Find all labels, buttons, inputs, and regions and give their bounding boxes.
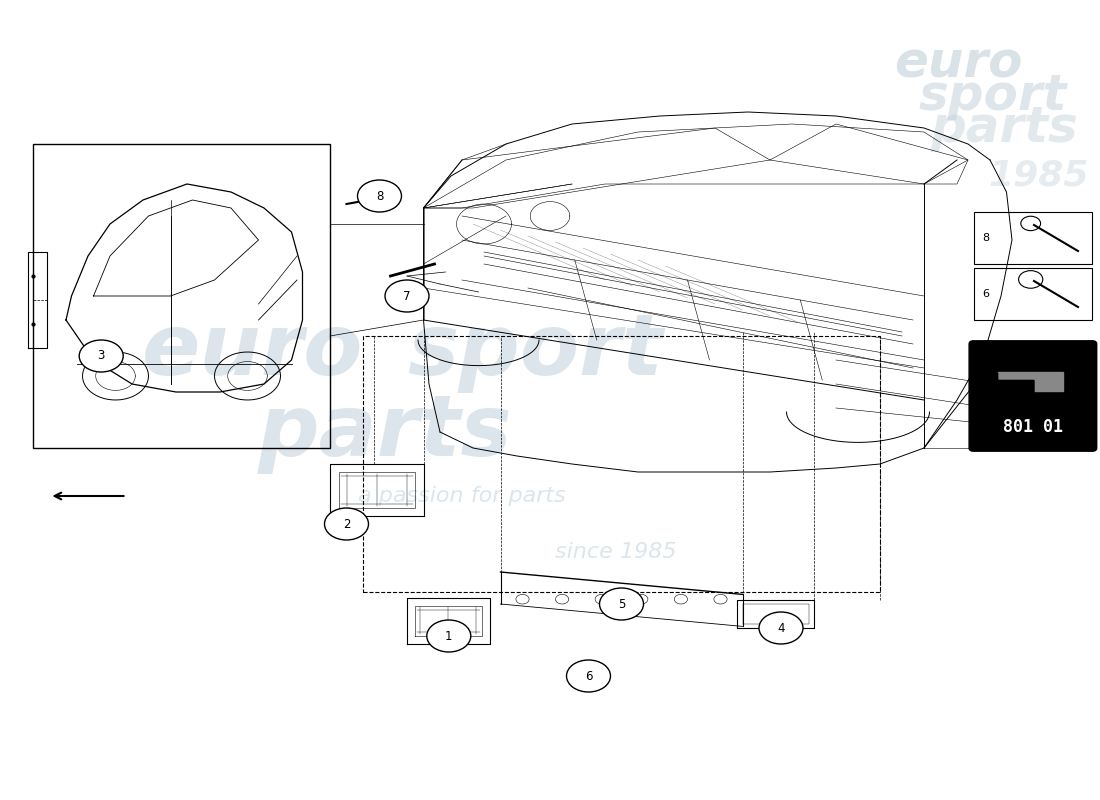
Text: since 1985: since 1985	[556, 542, 676, 562]
Text: 3: 3	[98, 350, 104, 362]
Text: 6: 6	[982, 289, 989, 299]
FancyBboxPatch shape	[969, 341, 1097, 451]
Bar	[974, 212, 1092, 264]
Bar	[974, 268, 1092, 320]
Circle shape	[427, 620, 471, 652]
Bar	[33, 144, 330, 448]
Circle shape	[324, 508, 369, 540]
Text: euro: euro	[894, 40, 1023, 88]
Text: 801 01: 801 01	[1003, 418, 1063, 436]
Circle shape	[566, 660, 610, 692]
Text: 2: 2	[343, 518, 350, 530]
Text: sport: sport	[407, 310, 662, 394]
Circle shape	[79, 340, 123, 372]
Text: euro: euro	[142, 310, 363, 394]
Bar	[998, 372, 1063, 390]
Text: 5: 5	[618, 598, 625, 610]
Text: 8: 8	[982, 233, 989, 243]
Text: sport: sport	[918, 72, 1067, 120]
Text: 4: 4	[778, 622, 784, 634]
Text: 6: 6	[585, 670, 592, 682]
Text: parts: parts	[931, 104, 1078, 152]
Text: 1: 1	[446, 630, 452, 642]
Circle shape	[358, 180, 402, 212]
Text: parts: parts	[257, 390, 513, 474]
Text: 7: 7	[404, 290, 410, 302]
Text: 8: 8	[376, 190, 383, 202]
Bar	[363, 336, 880, 592]
Text: a passion for parts: a passion for parts	[359, 486, 565, 506]
Polygon shape	[979, 373, 1034, 402]
Circle shape	[600, 588, 643, 620]
Text: 1985: 1985	[989, 159, 1089, 193]
Circle shape	[385, 280, 429, 312]
Circle shape	[759, 612, 803, 644]
